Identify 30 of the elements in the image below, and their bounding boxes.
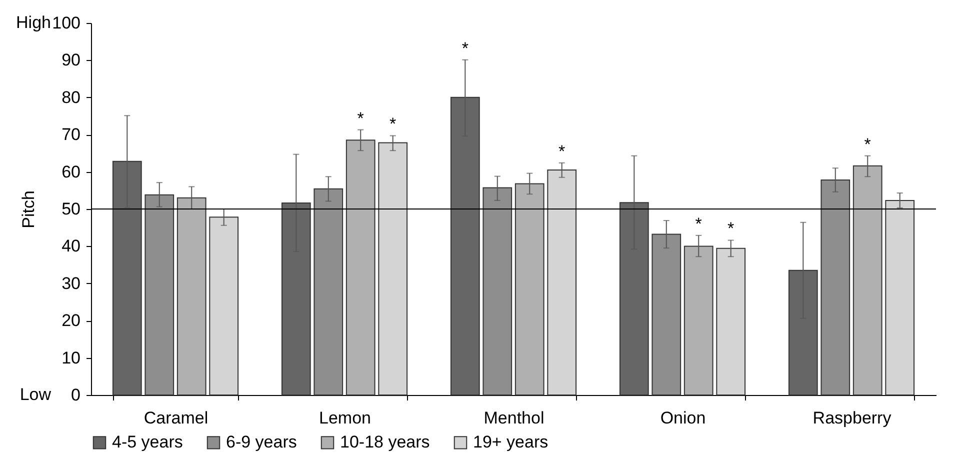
legend-label: 19+ years [473,432,548,452]
x-tick-label: Lemon [319,408,371,428]
data-label: * [728,219,735,238]
data-label: * [558,142,566,161]
y-tick-label: 70 [62,125,80,144]
data-label: * [695,214,702,234]
x-tick-label: Raspberry [812,408,892,428]
y-tick-label: 10 [62,348,80,368]
y-tick-label: 20 [62,311,80,330]
legend-label: 10-18 years [340,432,430,452]
data-label: * [357,108,364,128]
y-tick-label: 50 [62,200,80,218]
data-label: * [864,134,872,154]
y-tick-label: 30 [62,274,80,293]
x-tick-label: Caramel [144,408,208,428]
x-tick-label: Onion [660,408,706,428]
y-tick-label: 0 [71,386,80,404]
y-tick-label: 60 [62,162,80,182]
y-tick-label: 90 [62,50,80,70]
y-tick-label: 80 [62,88,80,107]
text: High [16,13,51,32]
y-tick-label: 40 [62,236,80,256]
y-axis-title: Pitch [19,190,38,228]
text: Low [20,385,52,404]
data-label: * [462,38,469,58]
x-tick-label: Menthol [484,408,544,428]
data-label: * [390,114,397,134]
legend-label: 4-5 years [112,432,183,452]
y-tick-label: 100 [52,14,80,32]
legend-label: 6-9 years [226,432,297,452]
